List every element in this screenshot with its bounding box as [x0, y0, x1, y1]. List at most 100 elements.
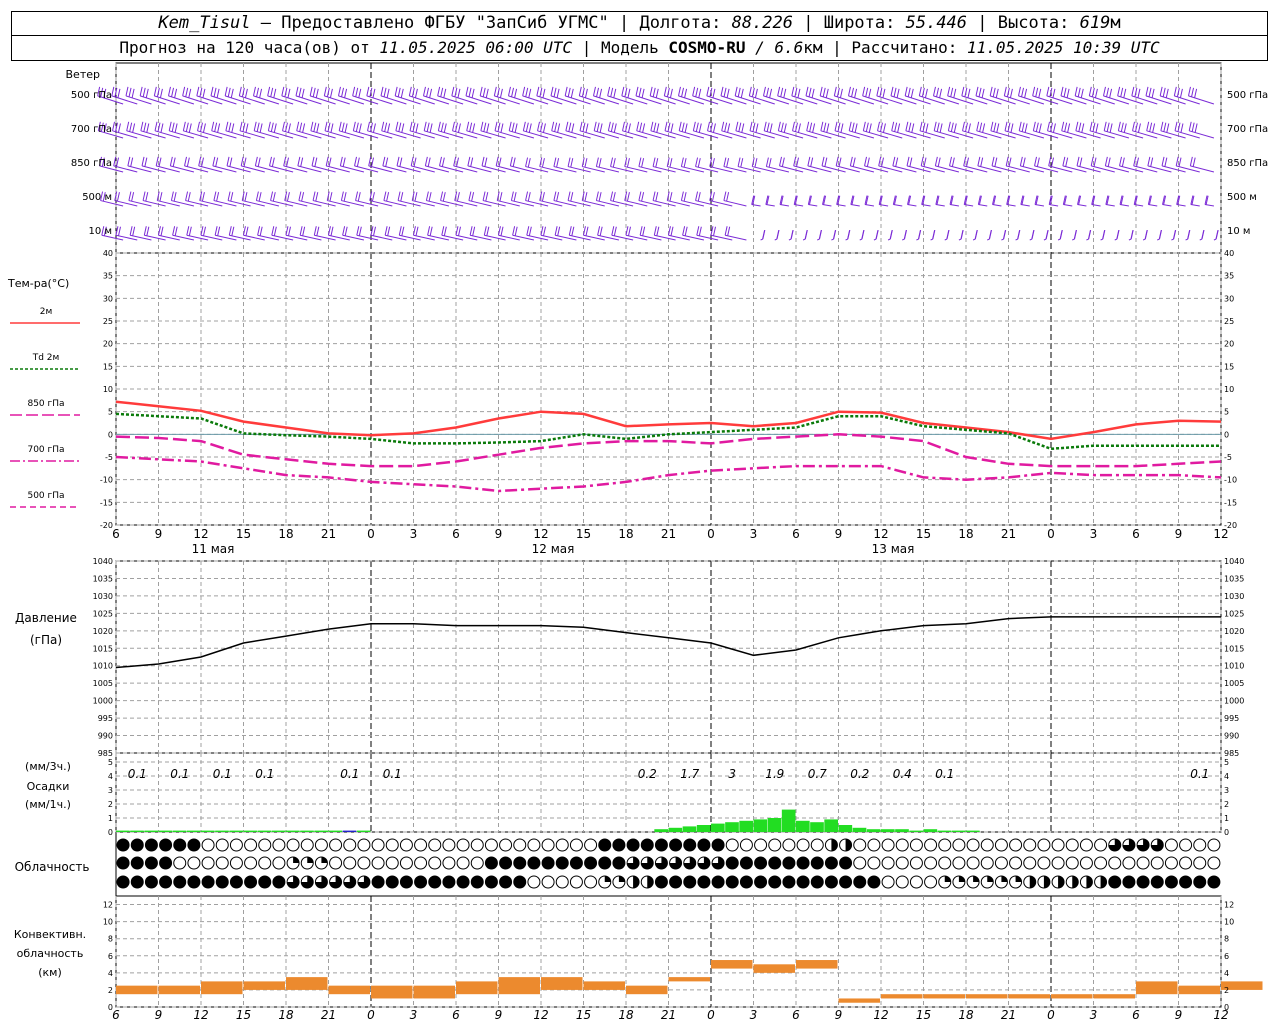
precip-bar — [668, 827, 683, 832]
wind-barb-flag — [1077, 195, 1081, 205]
temp-tick-left: 15 — [103, 362, 113, 371]
cloud-symbol — [414, 838, 428, 852]
wind-barb-flag — [861, 230, 865, 240]
wind-barb-flag — [440, 87, 444, 97]
wind-barb-flag — [522, 121, 526, 131]
wind-barb-flag — [557, 226, 561, 236]
wind-barb — [367, 130, 393, 139]
wind-barb-flag — [781, 157, 785, 167]
wind-barb-flag — [286, 192, 290, 202]
cloud-symbol — [895, 856, 909, 870]
wind-barb-flag — [966, 157, 970, 167]
cloud-fill — [287, 876, 300, 888]
wind-barb-flag — [367, 121, 371, 131]
wind-barb-flag — [937, 157, 941, 167]
wind-barb — [130, 234, 152, 241]
wind-barb-flag — [808, 87, 812, 97]
wind-barb — [569, 234, 591, 241]
cloud-symbol — [442, 875, 456, 889]
wind-barb-flag — [143, 122, 147, 132]
wind-barb — [437, 95, 464, 105]
wind-barb-flag — [1038, 123, 1042, 133]
precip-bar — [852, 827, 867, 832]
wind-barb-flag — [522, 86, 526, 97]
cloud-symbol — [541, 856, 555, 870]
wind-barb — [667, 166, 690, 173]
wind-barb-flag — [99, 156, 103, 166]
wind-barb-flag — [1103, 121, 1107, 131]
wind-barb-flag — [980, 157, 984, 167]
wind-barb-flag — [437, 86, 441, 97]
wind-barb — [793, 165, 818, 173]
precip-tick-left: 2 — [108, 800, 113, 809]
wind-barb-flag — [1107, 157, 1111, 167]
wind-barb-flag — [924, 88, 928, 98]
wind-barb-flag — [442, 192, 446, 202]
cloud-symbol — [470, 856, 484, 870]
wind-barb-flag — [1088, 86, 1092, 97]
wind-barb-flag — [754, 88, 758, 98]
wind-barb — [555, 234, 577, 241]
wind-barb-flag — [933, 121, 937, 131]
wind-barb-flag — [1045, 230, 1049, 240]
conv-bar — [201, 981, 243, 995]
wind-barb-flag — [371, 157, 375, 167]
wind-barb-flag — [258, 192, 262, 202]
wind-barb-flag — [1017, 86, 1021, 97]
wind-barb-flag — [1010, 123, 1014, 133]
wind-barb — [934, 130, 960, 139]
wind-barb — [1171, 238, 1174, 241]
wind-barb — [1048, 165, 1073, 173]
wind-barb-flag — [556, 88, 560, 98]
wind-barb-flag — [724, 122, 728, 132]
wind-barb-flag — [791, 86, 795, 97]
precip-bar — [130, 830, 144, 832]
wind-barb-flag — [712, 88, 716, 98]
temp-tick-right: 35 — [1224, 272, 1234, 281]
wind-level-label: 500 м — [82, 192, 112, 203]
wind-barb — [640, 234, 662, 241]
wind-barb — [225, 130, 251, 139]
cloud-symbol — [796, 875, 810, 889]
wind-barb-flag — [160, 123, 164, 133]
wind-barb-flag — [1021, 122, 1025, 132]
wind-barb-flag — [101, 226, 105, 236]
wind-barb-flag — [1106, 195, 1110, 205]
wind-barb-flag — [542, 123, 546, 133]
cloud-fill — [831, 839, 838, 851]
conv-x-tick: 6 — [112, 1008, 120, 1022]
temp-tick-right: -15 — [1224, 498, 1237, 507]
wind-barb-flag — [300, 157, 304, 167]
wind-barb-flag — [355, 87, 359, 97]
wind-barb-flag — [455, 122, 458, 132]
wind-barb-flag — [316, 123, 320, 133]
wind-barb — [340, 165, 365, 173]
wind-barb-flag — [866, 157, 870, 167]
wind-barb-flag — [330, 226, 334, 236]
wind-barb-flag — [551, 121, 555, 131]
wind-barb — [990, 130, 1016, 139]
wind-barb-flag — [354, 156, 358, 166]
wind-barb — [597, 234, 620, 241]
wind-barb — [878, 165, 903, 173]
wind-barb — [540, 234, 563, 241]
wind-barb-flag — [877, 121, 881, 131]
wind-barb-flag — [811, 88, 815, 98]
wind-barb-flag — [1049, 195, 1053, 205]
wind-barb-flag — [344, 226, 348, 236]
wind-barb-flag — [1190, 195, 1194, 205]
wind-barb-flag — [713, 226, 716, 236]
wind-barb — [126, 130, 152, 139]
wind-barb-flag — [652, 157, 656, 167]
wind-barb — [424, 130, 450, 139]
wind-barb-flag — [1137, 123, 1141, 133]
wind-barb-flag — [1146, 121, 1150, 131]
wind-barb-flag — [541, 192, 545, 202]
conv-x-tick: 0 — [1047, 1008, 1055, 1022]
conv-x-tick: 12 — [533, 1008, 548, 1022]
wind-barb — [972, 238, 976, 241]
wind-barb-flag — [862, 86, 866, 97]
pressure-line — [115, 616, 1221, 669]
wind-barb-flag — [1048, 195, 1052, 205]
conv-bar — [668, 977, 710, 982]
